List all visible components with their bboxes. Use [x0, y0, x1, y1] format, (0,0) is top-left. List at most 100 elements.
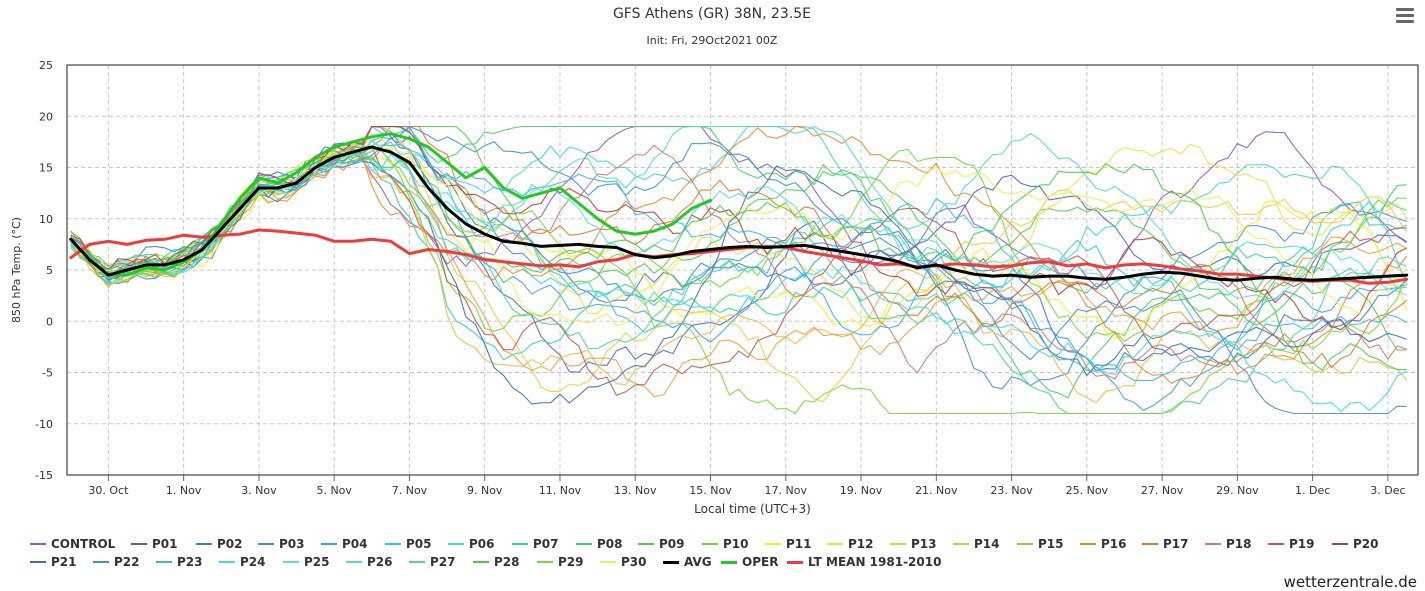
y-tick-label: 15 — [39, 162, 53, 175]
x-tick-label: 19. Nov — [840, 484, 883, 497]
credit-text: wetterzentrale.de — [1283, 573, 1417, 591]
legend-item-p30[interactable]: P30 — [600, 555, 647, 569]
legend-item-p08[interactable]: P08 — [576, 537, 623, 551]
legend-swatch — [93, 561, 109, 563]
ensemble-line-p22 — [70, 125, 1407, 415]
legend-item-oper[interactable]: OPER — [721, 555, 778, 569]
legend-item-p04[interactable]: P04 — [321, 537, 368, 551]
legend-swatch — [196, 543, 212, 545]
legend-label: P16 — [1101, 537, 1127, 551]
ensemble-line-p30 — [70, 144, 1408, 327]
legend-item-p15[interactable]: P15 — [1017, 537, 1064, 551]
legend-item-p14[interactable]: P14 — [953, 537, 1000, 551]
x-tick-label: 30. Oct — [88, 484, 129, 497]
legend-item-p05[interactable]: P05 — [385, 537, 432, 551]
legend-swatch — [663, 560, 679, 564]
legend-label: P02 — [217, 537, 243, 551]
x-tick-label: 1. Dec — [1295, 484, 1330, 497]
legend-label: P03 — [279, 537, 305, 551]
legend-item-p01[interactable]: P01 — [131, 537, 178, 551]
x-tick-label: 27. Nov — [1141, 484, 1184, 497]
legend-swatch — [131, 543, 147, 545]
legend-swatch — [258, 543, 274, 545]
ensemble-line-p19 — [70, 145, 1407, 396]
legend-label: P20 — [1353, 537, 1379, 551]
chart-title: GFS Athens (GR) 38N, 23.5E — [613, 6, 811, 22]
legend-swatch — [30, 543, 46, 545]
x-tick-label: 5. Nov — [316, 484, 352, 497]
legend-item-p27[interactable]: P27 — [409, 555, 456, 569]
legend-swatch — [473, 561, 489, 563]
legend-item-p03[interactable]: P03 — [258, 537, 305, 551]
legend-item-p10[interactable]: P10 — [702, 537, 749, 551]
y-tick-label: -15 — [35, 469, 53, 482]
legend-item-p09[interactable]: P09 — [638, 537, 685, 551]
x-tick-label: 15. Nov — [689, 484, 732, 497]
legend-swatch — [1268, 543, 1284, 545]
legend-row: P21 P22 P23 P24 P25 P26 P27 P28 P29 P30 AVG OPER LT … — [30, 555, 1410, 573]
x-axis-label: Local time (UTC+3) — [694, 502, 811, 516]
legend-item-p26[interactable]: P26 — [346, 555, 393, 569]
legend-item-control[interactable]: CONTROL — [30, 537, 115, 551]
x-tick-label: 11. Nov — [539, 484, 582, 497]
legend-label: P11 — [786, 537, 812, 551]
legend-label: P13 — [911, 537, 937, 551]
legend-item-avg[interactable]: AVG — [663, 555, 712, 569]
legend-item-p18[interactable]: P18 — [1205, 537, 1252, 551]
x-tick-label: 21. Nov — [915, 484, 958, 497]
legend-swatch — [638, 543, 654, 545]
legend-swatch — [787, 560, 803, 564]
legend-item-p06[interactable]: P06 — [448, 537, 495, 551]
legend-item-lt-mean-1981-2010[interactable]: LT MEAN 1981-2010 — [787, 555, 941, 569]
legend-item-p25[interactable]: P25 — [283, 555, 330, 569]
legend-item-p02[interactable]: P02 — [196, 537, 243, 551]
legend-label: CONTROL — [51, 537, 116, 551]
legend-item-p29[interactable]: P29 — [537, 555, 584, 569]
x-tick-label: 13. Nov — [614, 484, 657, 497]
legend-label: P10 — [723, 537, 749, 551]
legend-label: OPER — [742, 555, 779, 569]
legend-swatch — [1017, 543, 1033, 545]
hamburger-menu-icon[interactable] — [1396, 8, 1414, 24]
legend-item-p23[interactable]: P23 — [156, 555, 203, 569]
legend-item-p24[interactable]: P24 — [219, 555, 266, 569]
legend-swatch — [1080, 543, 1096, 545]
legend-label: P23 — [177, 555, 203, 569]
legend-swatch — [346, 561, 362, 563]
legend-item-p22[interactable]: P22 — [93, 555, 140, 569]
y-tick-label: -5 — [42, 367, 53, 380]
y-tick-label: -10 — [35, 418, 53, 431]
legend-label: AVG — [684, 555, 712, 569]
legend-item-p12[interactable]: P12 — [827, 537, 874, 551]
y-axis-label: 850 hPa Temp. (°C) — [10, 217, 23, 323]
ensemble-line-p21 — [70, 160, 1407, 405]
legend-swatch — [219, 561, 235, 563]
legend-label: P28 — [494, 555, 520, 569]
legend-item-p17[interactable]: P17 — [1142, 537, 1189, 551]
legend-item-p28[interactable]: P28 — [473, 555, 520, 569]
legend-label: LT MEAN 1981-2010 — [808, 555, 942, 569]
x-tick-label: 9. Nov — [467, 484, 503, 497]
legend-item-p20[interactable]: P20 — [1332, 537, 1379, 551]
legend-row: CONTROL P01 P02 P03 P04 P05 P06 P07 P08 P09 P10 P11… — [30, 537, 1410, 555]
legend-item-p21[interactable]: P21 — [30, 555, 77, 569]
chart-legend: CONTROL P01 P02 P03 P04 P05 P06 P07 P08 P09 P10 P11… — [30, 537, 1410, 573]
legend-swatch — [1205, 543, 1221, 545]
legend-item-p16[interactable]: P16 — [1080, 537, 1127, 551]
legend-label: P21 — [51, 555, 77, 569]
ensemble-line-p26 — [70, 125, 1407, 281]
legend-label: P17 — [1163, 537, 1189, 551]
legend-item-p11[interactable]: P11 — [765, 537, 812, 551]
legend-swatch — [721, 560, 737, 564]
plot-frame — [66, 64, 1419, 476]
legend-item-p13[interactable]: P13 — [890, 537, 937, 551]
legend-label: P26 — [367, 555, 393, 569]
legend-label: P06 — [469, 537, 495, 551]
x-tick-label: 17. Nov — [765, 484, 808, 497]
legend-item-p19[interactable]: P19 — [1268, 537, 1315, 551]
legend-swatch — [702, 543, 718, 545]
legend-swatch — [512, 543, 528, 545]
legend-item-p07[interactable]: P07 — [512, 537, 559, 551]
legend-swatch — [321, 543, 337, 545]
